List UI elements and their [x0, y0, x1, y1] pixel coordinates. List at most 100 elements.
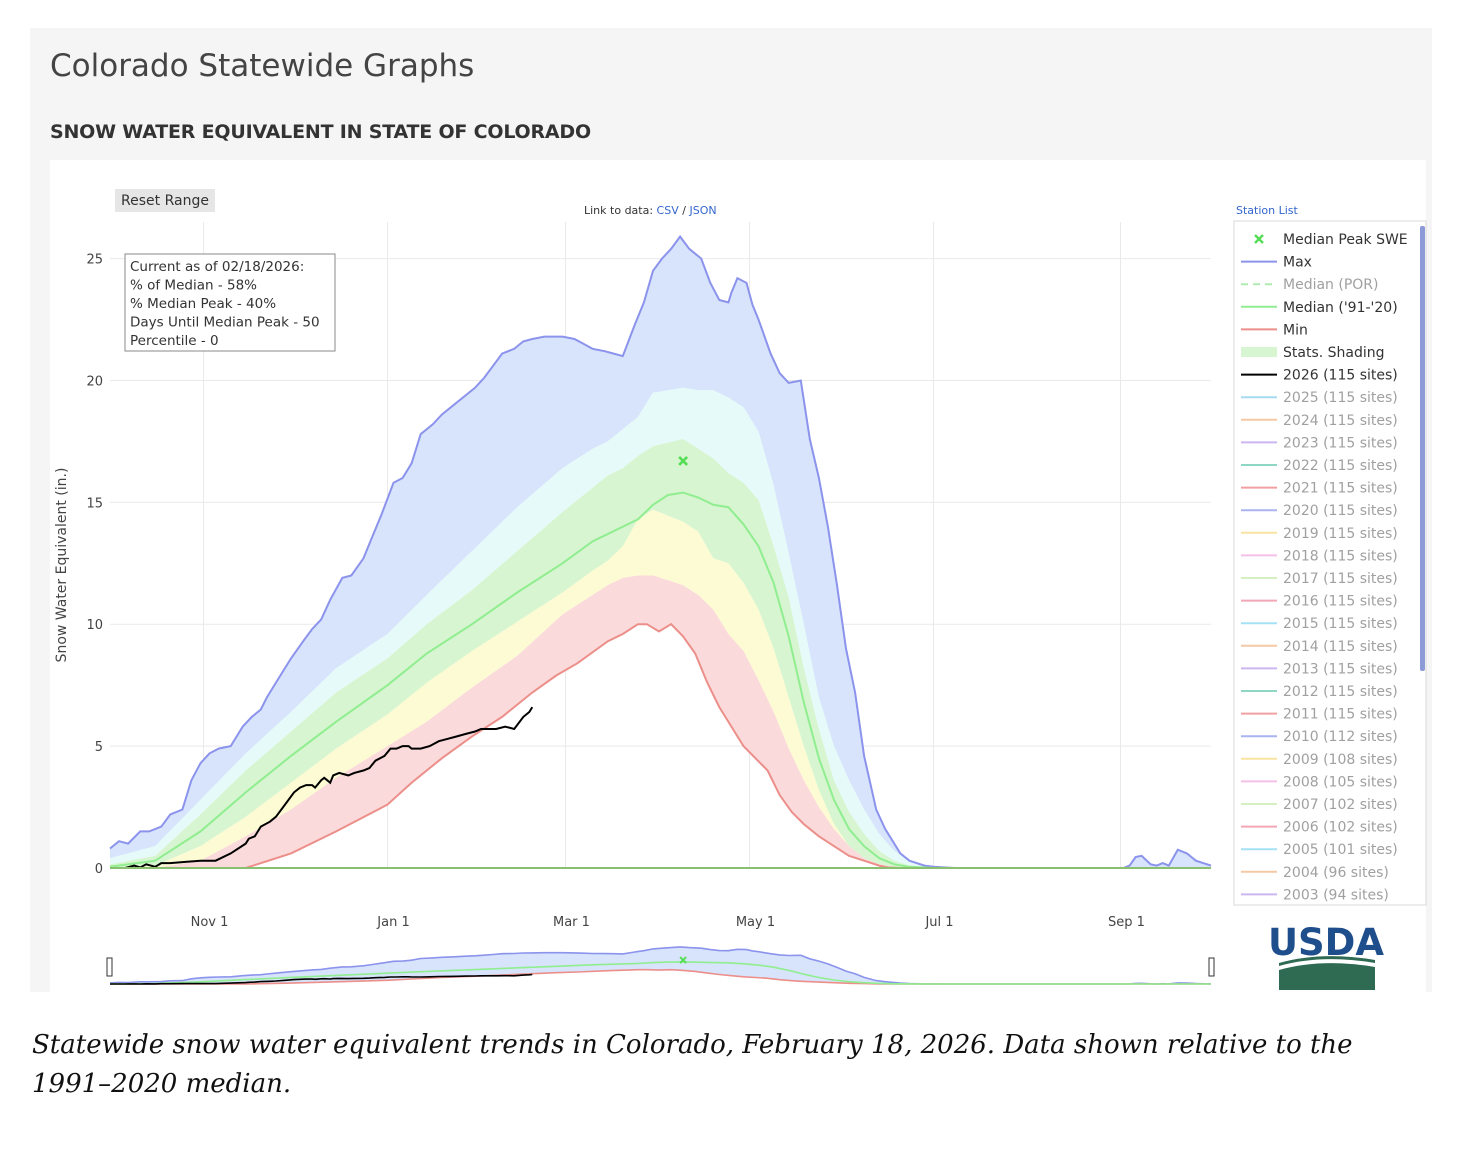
legend-label: 2008 (105 sites): [1283, 774, 1398, 790]
range-slider[interactable]: [106, 946, 1215, 985]
legend-label: 2013 (115 sites): [1283, 661, 1398, 677]
legend-item[interactable]: 2011 (115 sites): [1241, 707, 1398, 723]
range-handle-left[interactable]: [106, 957, 113, 977]
legend-label: 2023 (115 sites): [1283, 435, 1398, 451]
legend-label: Min: [1283, 322, 1308, 338]
legend-item[interactable]: 2025 (115 sites): [1241, 390, 1398, 406]
legend-item[interactable]: 2023 (115 sites): [1241, 435, 1398, 451]
legend-label: 2015 (115 sites): [1283, 616, 1398, 632]
legend-item[interactable]: 2006 (102 sites): [1241, 820, 1398, 836]
legend-item[interactable]: Median Peak SWE: [1254, 232, 1408, 248]
legend-item[interactable]: 2013 (115 sites): [1241, 661, 1398, 677]
link-separator: /: [682, 204, 686, 217]
legend-item[interactable]: Min: [1241, 322, 1308, 338]
info-line: Days Until Median Peak - 50: [130, 315, 320, 331]
legend-label: Stats. Shading: [1283, 345, 1385, 361]
legend-scrollbar[interactable]: [1420, 226, 1425, 671]
legend-item[interactable]: Median ('91-'20): [1241, 300, 1398, 316]
legend-swatch-fill: [1241, 347, 1277, 357]
json-link[interactable]: JSON: [689, 204, 717, 217]
legend-item[interactable]: 2018 (115 sites): [1241, 548, 1398, 564]
legend-label: 2020 (115 sites): [1283, 503, 1398, 519]
x-tick-label: May 1: [736, 915, 775, 930]
legend-label: 2003 (94 sites): [1283, 887, 1389, 903]
legend-item[interactable]: 2014 (115 sites): [1241, 639, 1398, 655]
legend-label: Median Peak SWE: [1283, 232, 1408, 248]
x-tick-label: Jan 1: [376, 915, 409, 930]
usda-logo-field: [1279, 963, 1375, 990]
usda-logo: USDA: [1268, 921, 1384, 990]
stats-shading: [110, 236, 1211, 869]
legend-item[interactable]: 2017 (115 sites): [1241, 571, 1398, 587]
y-tick-label: 25: [86, 253, 103, 268]
legend-box: [1233, 220, 1427, 906]
legend-item[interactable]: 2003 (94 sites): [1241, 887, 1389, 903]
range-handle-right[interactable]: [1208, 957, 1215, 977]
legend-label: 2011 (115 sites): [1283, 707, 1398, 723]
swe-chart: 0 5 10 15 20 25 Nov 1 Jan 1 Mar 1 May 1 Jul 1 Sep 1…: [54, 220, 1427, 990]
y-tick-label: 20: [86, 374, 103, 389]
legend-item[interactable]: 2009 (108 sites): [1241, 752, 1398, 768]
legend-item[interactable]: 2010 (112 sites): [1241, 729, 1398, 745]
legend-label: 2026 (115 sites): [1283, 368, 1398, 384]
legend-item[interactable]: 2012 (115 sites): [1241, 684, 1398, 700]
axes: 0 5 10 15 20 25 Nov 1 Jan 1 Mar 1 May 1 Jul 1 Sep 1…: [54, 253, 1145, 930]
figure-caption: Statewide snow water equivalent trends i…: [32, 1030, 1353, 1099]
legend-label: 2006 (102 sites): [1283, 820, 1398, 836]
info-line: % of Median - 58%: [130, 278, 257, 294]
info-line: % Median Peak - 40%: [130, 296, 276, 312]
legend-item[interactable]: Median (POR): [1241, 277, 1378, 293]
range-current-line: [110, 973, 533, 985]
legend-item[interactable]: 2015 (115 sites): [1241, 616, 1398, 632]
reset-range-button[interactable]: Reset Range: [115, 189, 215, 212]
legend-item[interactable]: 2008 (105 sites): [1241, 774, 1398, 790]
legend-label: 2007 (102 sites): [1283, 797, 1398, 813]
legend-label: Max: [1283, 255, 1312, 271]
legend-label: 2010 (112 sites): [1283, 729, 1398, 745]
range-median-line: [109, 961, 1211, 985]
legend-label: 2024 (115 sites): [1283, 413, 1398, 429]
x-tick-label: Mar 1: [553, 915, 590, 930]
station-list-link[interactable]: Station List: [1236, 204, 1298, 217]
median-peak-marker: [678, 455, 689, 466]
legend-item[interactable]: 2022 (115 sites): [1241, 458, 1398, 474]
chart-heading: SNOW WATER EQUIVALENT IN STATE OF COLORA…: [50, 121, 591, 143]
x-tick-label: Jul 1: [924, 915, 953, 930]
page-title: Colorado Statewide Graphs: [50, 48, 475, 84]
legend-label: 2014 (115 sites): [1283, 639, 1398, 655]
legend-label: 2022 (115 sites): [1283, 458, 1398, 474]
legend-item[interactable]: 2007 (102 sites): [1241, 797, 1398, 813]
legend-label: 2018 (115 sites): [1283, 548, 1398, 564]
legend-item[interactable]: 2021 (115 sites): [1241, 481, 1398, 497]
legend-item[interactable]: 2005 (101 sites): [1241, 842, 1398, 858]
data-links: Link to data: CSV / JSON: [584, 204, 717, 217]
y-tick-label: 5: [95, 740, 103, 755]
legend-item[interactable]: 2019 (115 sites): [1241, 526, 1398, 542]
legend-label: Median ('91-'20): [1283, 300, 1398, 316]
y-axis-title: Snow Water Equivalent (in.): [54, 468, 70, 663]
legend-label: 2021 (115 sites): [1283, 481, 1398, 497]
legend-item[interactable]: 2024 (115 sites): [1241, 413, 1398, 429]
legend-item[interactable]: 2016 (115 sites): [1241, 594, 1398, 610]
csv-link[interactable]: CSV: [656, 204, 679, 217]
legend-label: 2019 (115 sites): [1283, 526, 1398, 542]
legend[interactable]: Median Peak SWE Max Median (POR) Median ('9…: [1233, 220, 1427, 906]
band-p70-p30: [110, 439, 1211, 868]
x-tick-label: Sep 1: [1108, 915, 1145, 930]
info-line: Percentile - 0: [130, 333, 219, 349]
series-2026-line: [110, 706, 534, 869]
legend-item[interactable]: Stats. Shading: [1241, 345, 1385, 361]
legend-label: 2025 (115 sites): [1283, 390, 1398, 406]
x-tick-label: Nov 1: [191, 915, 229, 930]
band-max-p90: [110, 236, 1211, 869]
band-p10-min: [110, 575, 1211, 868]
legend-label: Median (POR): [1283, 277, 1378, 293]
legend-label: 2009 (108 sites): [1283, 752, 1398, 768]
legend-item[interactable]: 2004 (96 sites): [1241, 865, 1389, 881]
legend-item[interactable]: Max: [1241, 255, 1312, 271]
legend-item[interactable]: 2020 (115 sites): [1241, 503, 1398, 519]
legend-label: 2017 (115 sites): [1283, 571, 1398, 587]
usda-logo-stripe: [1279, 956, 1375, 966]
legend-item[interactable]: 2026 (115 sites): [1241, 368, 1398, 384]
legend-label: 2005 (101 sites): [1283, 842, 1398, 858]
